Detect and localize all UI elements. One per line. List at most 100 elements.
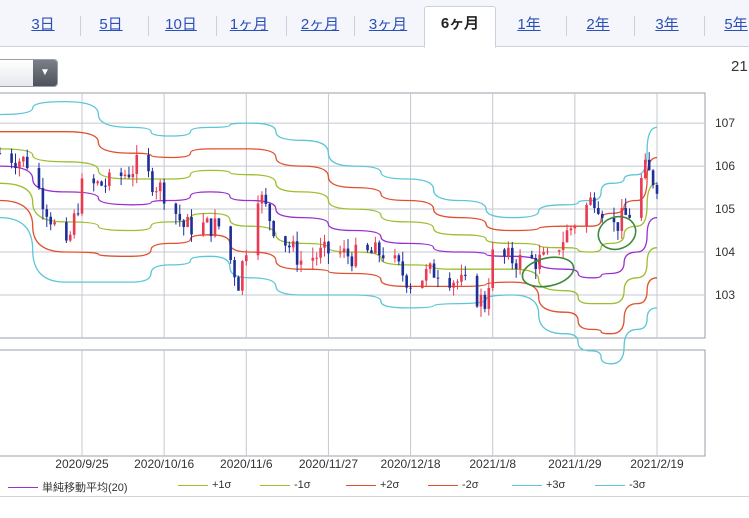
candle-body — [127, 174, 131, 178]
legend-label: +1σ — [212, 479, 232, 491]
x-tick-label: 2021/1/8 — [469, 457, 516, 471]
tab-5[interactable]: 3ヶ月 — [368, 16, 408, 33]
legend-item: +3σ — [512, 479, 565, 491]
candle-body — [268, 203, 272, 221]
y-tick-label: 106 — [715, 159, 735, 173]
candle-body — [424, 269, 428, 281]
legend-label: -2σ — [462, 479, 479, 491]
candle-body — [487, 288, 491, 309]
band-line-単純移動平均(20) — [0, 165, 658, 279]
candle-body — [323, 241, 326, 248]
candle-body — [45, 209, 49, 217]
candle-body — [597, 207, 600, 214]
candle-body — [14, 162, 17, 169]
candle-body — [475, 275, 479, 307]
dropdown-arrow-icon[interactable]: ▼ — [33, 60, 57, 86]
candle-body — [174, 203, 178, 214]
candle-body — [542, 252, 545, 255]
candle-body — [628, 214, 631, 218]
candle-body — [65, 222, 68, 241]
candle-body — [561, 242, 565, 251]
candle-body — [479, 294, 483, 307]
tab-6[interactable]: 6ヶ月 — [424, 6, 496, 48]
candle-body — [190, 216, 193, 235]
candle-body — [409, 287, 412, 289]
y-tick-label: 104 — [715, 245, 735, 259]
candle-body — [233, 260, 236, 278]
candle-body — [123, 174, 127, 176]
candle-body — [565, 230, 569, 243]
legend-label: +3σ — [546, 479, 566, 491]
candle-body — [119, 172, 123, 176]
candle-body — [311, 257, 315, 261]
chart-option-dropdown[interactable]: ▼ — [0, 59, 58, 87]
candle-body — [151, 171, 154, 193]
candle-body — [452, 282, 455, 288]
candle-body — [53, 222, 56, 225]
candle-body — [131, 173, 135, 178]
tab-separator — [354, 16, 355, 36]
candle-body — [546, 251, 549, 253]
candle-body — [460, 274, 463, 282]
tab-separator — [148, 16, 149, 36]
legend-item: -2σ — [428, 479, 479, 491]
candle-body — [272, 220, 275, 237]
candle-body — [585, 204, 588, 227]
band-line-+3σ — [0, 100, 658, 219]
candle-body — [593, 197, 596, 208]
candle-body — [284, 236, 287, 246]
tab-8[interactable]: 2年 — [586, 16, 610, 33]
tab-3[interactable]: 1ヶ月 — [229, 16, 269, 33]
candle-body — [432, 263, 436, 278]
candle-body — [205, 218, 209, 223]
tab-4[interactable]: 2ヶ月 — [300, 16, 340, 33]
candle-body — [510, 247, 514, 264]
candle-body — [616, 222, 620, 231]
band-line-+2σ — [0, 131, 658, 232]
candle-body — [366, 244, 369, 251]
legend-label: -1σ — [294, 479, 311, 491]
candle-body — [573, 226, 577, 229]
tab-10[interactable]: 5年 — [724, 16, 748, 33]
tab-0[interactable]: 3日 — [31, 16, 55, 33]
candle-body — [421, 280, 424, 289]
candle-body — [80, 178, 84, 214]
legend-swatch — [178, 484, 208, 486]
candle-body — [456, 281, 459, 283]
candle-body — [350, 256, 354, 267]
candle-body — [464, 274, 467, 276]
candle-body — [217, 218, 221, 227]
candle-body — [589, 197, 592, 205]
y-tick-label: 103 — [715, 288, 735, 302]
candle-body — [18, 161, 21, 169]
candle-body — [244, 255, 248, 262]
candle-body — [612, 217, 616, 223]
candle-body — [569, 228, 573, 231]
tab-separator — [634, 16, 635, 36]
candle-body — [557, 250, 561, 252]
x-tick-label: 2021/2/19 — [630, 457, 684, 471]
candle-body — [162, 182, 166, 204]
candle-body — [135, 154, 139, 174]
candle-body — [299, 260, 303, 265]
tab-2[interactable]: 10日 — [165, 16, 197, 33]
candle-body — [92, 178, 96, 184]
tab-1[interactable]: 5日 — [99, 16, 123, 33]
candle-body — [37, 168, 41, 188]
x-tick-label: 2020/11/27 — [299, 457, 358, 471]
candle-body — [209, 218, 213, 237]
candle-body — [155, 191, 158, 193]
main-plot-frame — [0, 92, 706, 339]
candle-body — [25, 156, 29, 169]
tab-7[interactable]: 1年 — [517, 16, 541, 33]
candle-body — [534, 258, 538, 270]
legend-item: 単純移動平均(20) — [8, 479, 128, 495]
candle-body — [647, 159, 651, 171]
x-tick-label: 2020/12/18 — [381, 457, 441, 471]
candle-body — [229, 226, 232, 261]
candle-body — [655, 184, 659, 194]
candle-body — [237, 277, 240, 291]
legend-item: -1σ — [260, 479, 311, 491]
tab-9[interactable]: 3年 — [655, 16, 679, 33]
legend-item: +2σ — [346, 479, 399, 491]
